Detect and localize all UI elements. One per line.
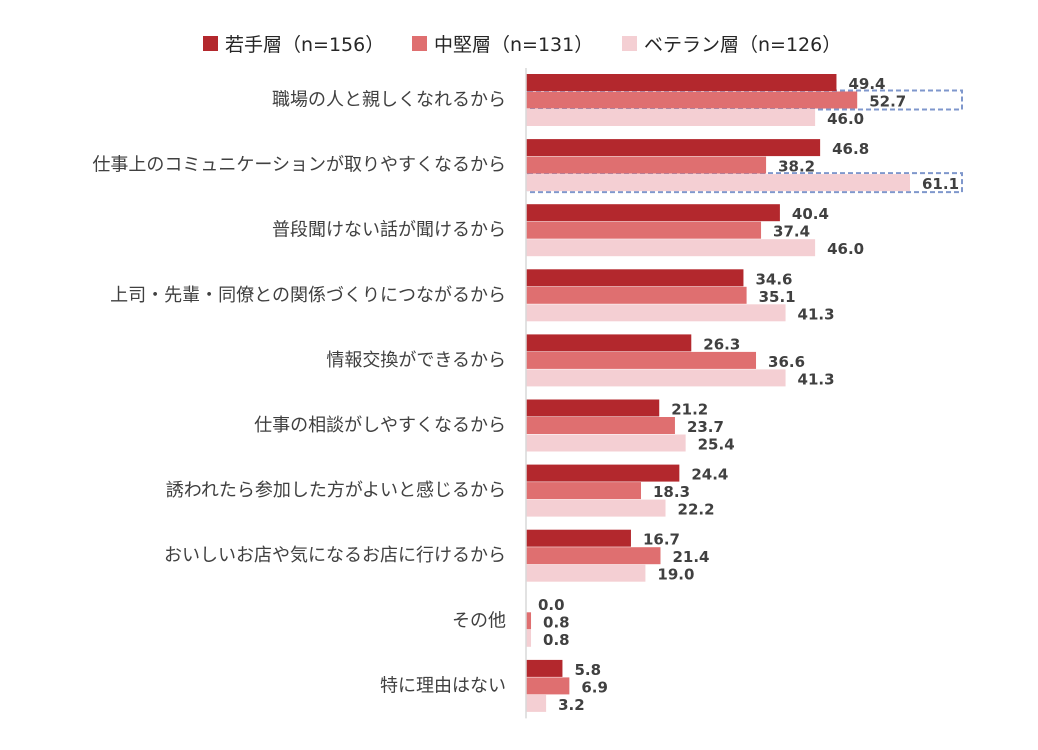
legend-swatch-chuken [412,36,427,51]
category-label-10: 特に理由はない [380,675,506,696]
legend-swatch-wakate [203,36,218,51]
bar-wakate-10 [526,659,563,677]
value-label-veteran-5: 41.3 [798,370,835,388]
bar-chuken-1 [526,91,858,109]
category-label-5: 情報交換ができるから [326,350,506,371]
bar-chuken-3 [526,221,762,239]
value-label-veteran-8: 19.0 [657,566,694,584]
bar-wakate-1 [526,74,837,91]
bar-veteran-4 [526,304,786,322]
value-label-wakate-6: 21.2 [671,401,708,419]
value-label-veteran-3: 46.0 [827,240,864,258]
value-label-wakate-4: 34.6 [755,270,792,288]
bar-veteran-3 [526,239,816,257]
value-label-veteran-4: 41.3 [798,305,835,323]
bar-veteran-6 [526,434,686,452]
bar-chuken-7 [526,482,642,500]
legend-swatch-veteran [622,36,637,51]
legend-label-wakate: 若手層（n=156） [225,34,384,56]
value-label-veteran-2: 61.1 [922,175,959,193]
category-label-7: 誘われたら参加した方がよいと感じるから [166,480,506,501]
bar-wakate-7 [526,464,680,482]
bar-chuken-5 [526,351,757,369]
value-label-chuken-7: 18.3 [653,483,690,501]
value-label-veteran-7: 22.2 [678,501,715,519]
value-label-chuken-10: 6.9 [581,678,608,696]
category-label-6: 仕事の相談がしやすくなるから [254,415,506,436]
category-label-4: 上司・先輩・同僚との関係づくりにつながるから [110,285,506,306]
value-label-veteran-6: 25.4 [698,436,735,454]
value-label-wakate-2: 46.8 [832,140,869,158]
legend: 若手層（n=156） 中堅層（n=131） ベテラン層（n=126） [203,34,841,56]
value-label-chuken-9: 0.8 [543,613,570,631]
value-label-chuken-1: 52.7 [869,93,906,111]
value-label-wakate-9: 0.0 [538,596,565,614]
bar-chuken-2 [526,156,767,174]
bar-wakate-2 [526,139,821,157]
value-label-chuken-2: 38.2 [778,158,815,176]
legend-label-veteran: ベテラン層（n=126） [644,34,841,56]
bars [526,74,910,712]
category-labels: 職場の人と親しくなれるから仕事上のコミュニケーションが取りやすくなるから普段聞け… [92,90,506,697]
value-label-wakate-10: 5.8 [574,661,601,679]
legend-label-chuken: 中堅層（n=131） [434,34,593,56]
bar-veteran-1 [526,109,816,126]
value-label-veteran-9: 0.8 [543,631,570,649]
bar-veteran-7 [526,499,666,517]
value-label-veteran-1: 46.0 [827,110,864,128]
bar-chuken-10 [526,677,570,695]
category-label-3: 普段聞けない話が聞けるから [272,220,506,241]
value-label-wakate-5: 26.3 [703,335,740,353]
bar-veteran-5 [526,369,786,387]
value-label-chuken-6: 23.7 [687,418,724,436]
value-labels: 49.452.7 46.0 46.8 38.2 61.1 40.437.4 46.0 34.6… [538,75,959,714]
bar-veteran-10 [526,694,547,712]
value-label-wakate-3: 40.4 [792,205,829,223]
bar-veteran-2 [526,174,910,192]
value-label-chuken-5: 36.6 [768,353,805,371]
category-label-9: その他 [452,610,506,631]
value-label-chuken-4: 35.1 [759,288,796,306]
value-label-veteran-10: 3.2 [558,696,585,714]
bar-wakate-3 [526,204,780,222]
value-label-chuken-8: 21.4 [672,548,709,566]
bar-chuken-4 [526,286,747,304]
bar-wakate-6 [526,399,660,417]
category-label-2: 仕事上のコミュニケーションが取りやすくなるから [92,155,506,176]
bar-veteran-9 [526,629,532,647]
bar-wakate-4 [526,269,744,287]
bar-chuken-8 [526,547,661,565]
bar-wakate-8 [526,529,631,547]
category-label-1: 職場の人と親しくなれるから [272,90,506,111]
bar-chuken-9 [526,612,532,630]
value-label-wakate-1: 49.4 [848,75,885,93]
bar-veteran-8 [526,564,646,582]
value-label-wakate-8: 16.7 [643,531,680,549]
category-label-8: おいしいお店や気になるお店に行けるから [164,545,506,566]
value-label-wakate-7: 24.4 [691,466,728,484]
bar-wakate-5 [526,334,692,352]
bar-chuken-6 [526,417,675,434]
value-label-chuken-3: 37.4 [773,223,810,241]
